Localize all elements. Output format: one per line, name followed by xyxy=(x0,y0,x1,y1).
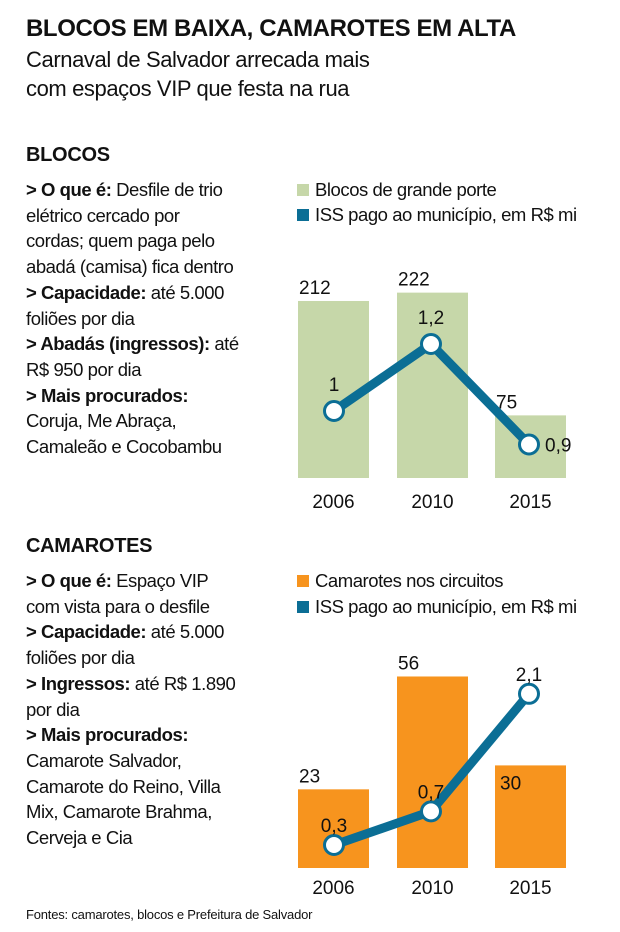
description-line: > Ingressos: até R$ 1.890 xyxy=(26,671,236,697)
description-text: Desfile de trio xyxy=(111,179,223,200)
description-text: por dia xyxy=(26,698,80,720)
description-line: abadá (camisa) fica dentro xyxy=(26,254,234,280)
description-label: > Mais procurados: xyxy=(26,724,189,746)
iss-point-2006 xyxy=(323,400,345,422)
legend-item-line: ISS pago ao município, em R$ mi xyxy=(297,594,577,620)
description-line: > Capacidade: até 5.000 xyxy=(26,619,224,645)
iss-value-label: 0,7 xyxy=(418,782,444,803)
legend-label: ISS pago ao município, em R$ mi xyxy=(315,204,577,225)
description-text: abadá (camisa) fica dentro xyxy=(26,256,234,278)
description-text: até R$ 1.890 xyxy=(130,672,236,694)
description-text: foliões por dia xyxy=(26,307,135,329)
description-line: foliões por dia xyxy=(26,645,135,671)
description-text: Camarote Salvador, xyxy=(26,749,182,771)
description-line: > O que é: Espaço VIP xyxy=(26,568,209,594)
bar-2006 xyxy=(298,300,369,478)
bar-2010 xyxy=(397,676,468,868)
iss-value-label: 0,9 xyxy=(545,436,571,457)
section-heading-camarotes: CAMAROTES xyxy=(26,535,153,557)
bar-value-label: 56 xyxy=(398,653,419,674)
iss-value-label: 1,2 xyxy=(418,308,444,329)
bar-2010 xyxy=(397,292,468,478)
description-text: foliões por dia xyxy=(26,647,135,669)
description-label: > O que é: xyxy=(26,570,112,591)
legend-label: Camarotes nos circuitos xyxy=(315,570,504,591)
description-line: Cerveja e Cia xyxy=(26,825,133,851)
description-text: até 5.000 xyxy=(146,621,225,643)
description-text: com vista para o desfile xyxy=(26,595,210,617)
iss-point-2015 xyxy=(518,433,540,456)
description-text: cordas; quem paga pelo xyxy=(26,230,215,252)
subtitle-line: com espaços VIP que festa na rua xyxy=(26,76,350,101)
bar-value-label: 212 xyxy=(299,278,331,299)
description-text: Camarote do Reino, Villa xyxy=(26,775,221,797)
iss-value-label: 1 xyxy=(329,375,340,396)
description-line: por dia xyxy=(26,697,80,723)
description-text: Mix, Camarote Brahma, xyxy=(26,801,212,823)
description-line: Mix, Camarote Brahma, xyxy=(26,799,212,825)
bar-value-label: 30 xyxy=(500,773,521,794)
legend-swatch-orange xyxy=(297,575,309,587)
description-line: R$ 950 por dia xyxy=(26,357,142,383)
iss-value-label: 0,3 xyxy=(321,816,347,837)
x-tick-label: 2010 xyxy=(411,878,453,899)
bar-value-label: 75 xyxy=(496,392,517,413)
description-line: Camarote Salvador, xyxy=(26,748,182,774)
description-line: > Capacidade: até 5.000 xyxy=(26,280,224,306)
x-tick-label: 2006 xyxy=(312,492,354,513)
description-label: > Capacidade: xyxy=(26,281,147,303)
bar-value-label: 222 xyxy=(398,270,430,291)
description-text: Camaleão e Cocobambu xyxy=(26,436,222,457)
x-tick-label: 2015 xyxy=(509,878,551,899)
description-text: elétrico cercado por xyxy=(26,204,180,226)
description-line: > Mais procurados: xyxy=(26,383,188,409)
description-text: R$ 950 por dia xyxy=(26,358,142,380)
x-tick-label: 2015 xyxy=(509,492,551,513)
section-heading-blocos: BLOCOS xyxy=(26,144,110,166)
legend-item-bar: Camarotes nos circuitos xyxy=(297,568,504,594)
iss-point-2010 xyxy=(420,800,442,823)
description-label: > Mais procurados: xyxy=(26,384,189,406)
description-label: > Ingressos: xyxy=(26,672,131,694)
description-line: cordas; quem paga pelo xyxy=(26,228,215,254)
description-label: > O que é: xyxy=(26,179,112,200)
x-tick-label: 2010 xyxy=(411,492,453,513)
description-label: > Abadás (ingressos): xyxy=(26,333,210,355)
description-line: > Abadás (ingressos): até xyxy=(26,331,239,357)
legend-swatch-green xyxy=(297,184,309,196)
legend-item-line: ISS pago ao município, em R$ mi xyxy=(297,202,577,228)
description-line: Camarote do Reino, Villa xyxy=(26,774,221,800)
description-label: > Capacidade: xyxy=(26,621,147,643)
footer-sources: Fontes: camarotes, blocos e Prefeitura d… xyxy=(26,907,313,922)
description-text: Coruja, Me Abraça, xyxy=(26,410,177,432)
bar-value-label: 23 xyxy=(299,766,320,787)
description-line: > O que é: Desfile de trio xyxy=(26,177,223,203)
iss-point-2006 xyxy=(323,834,345,856)
legend-item-bar: Blocos de grande porte xyxy=(297,177,497,203)
description-line: > Mais procurados: xyxy=(26,722,188,748)
page-title: BLOCOS EM BAIXA, CAMAROTES EM ALTA xyxy=(26,15,516,42)
x-tick-label: 2006 xyxy=(312,878,354,899)
legend-swatch-blue xyxy=(297,601,309,613)
iss-value-label: 2,1 xyxy=(516,665,542,686)
legend-label: Blocos de grande porte xyxy=(315,179,497,200)
bar-2015 xyxy=(495,765,566,868)
description-text: até xyxy=(209,333,239,355)
description-line: foliões por dia xyxy=(26,306,135,332)
iss-point-2010 xyxy=(420,333,442,355)
description-line: Camaleão e Cocobambu xyxy=(26,434,222,460)
description-line: elétrico cercado por xyxy=(26,203,180,229)
legend-swatch-blue xyxy=(297,209,309,221)
description-text: Cerveja e Cia xyxy=(26,827,133,848)
legend-label: ISS pago ao município, em R$ mi xyxy=(315,596,577,617)
subtitle-line: Carnaval de Salvador arrecada mais xyxy=(26,47,370,72)
description-text: Espaço VIP xyxy=(111,570,209,591)
description-line: Coruja, Me Abraça, xyxy=(26,408,177,434)
description-line: com vista para o desfile xyxy=(26,594,210,620)
iss-point-2015 xyxy=(518,682,540,705)
description-text: até 5.000 xyxy=(146,281,225,303)
